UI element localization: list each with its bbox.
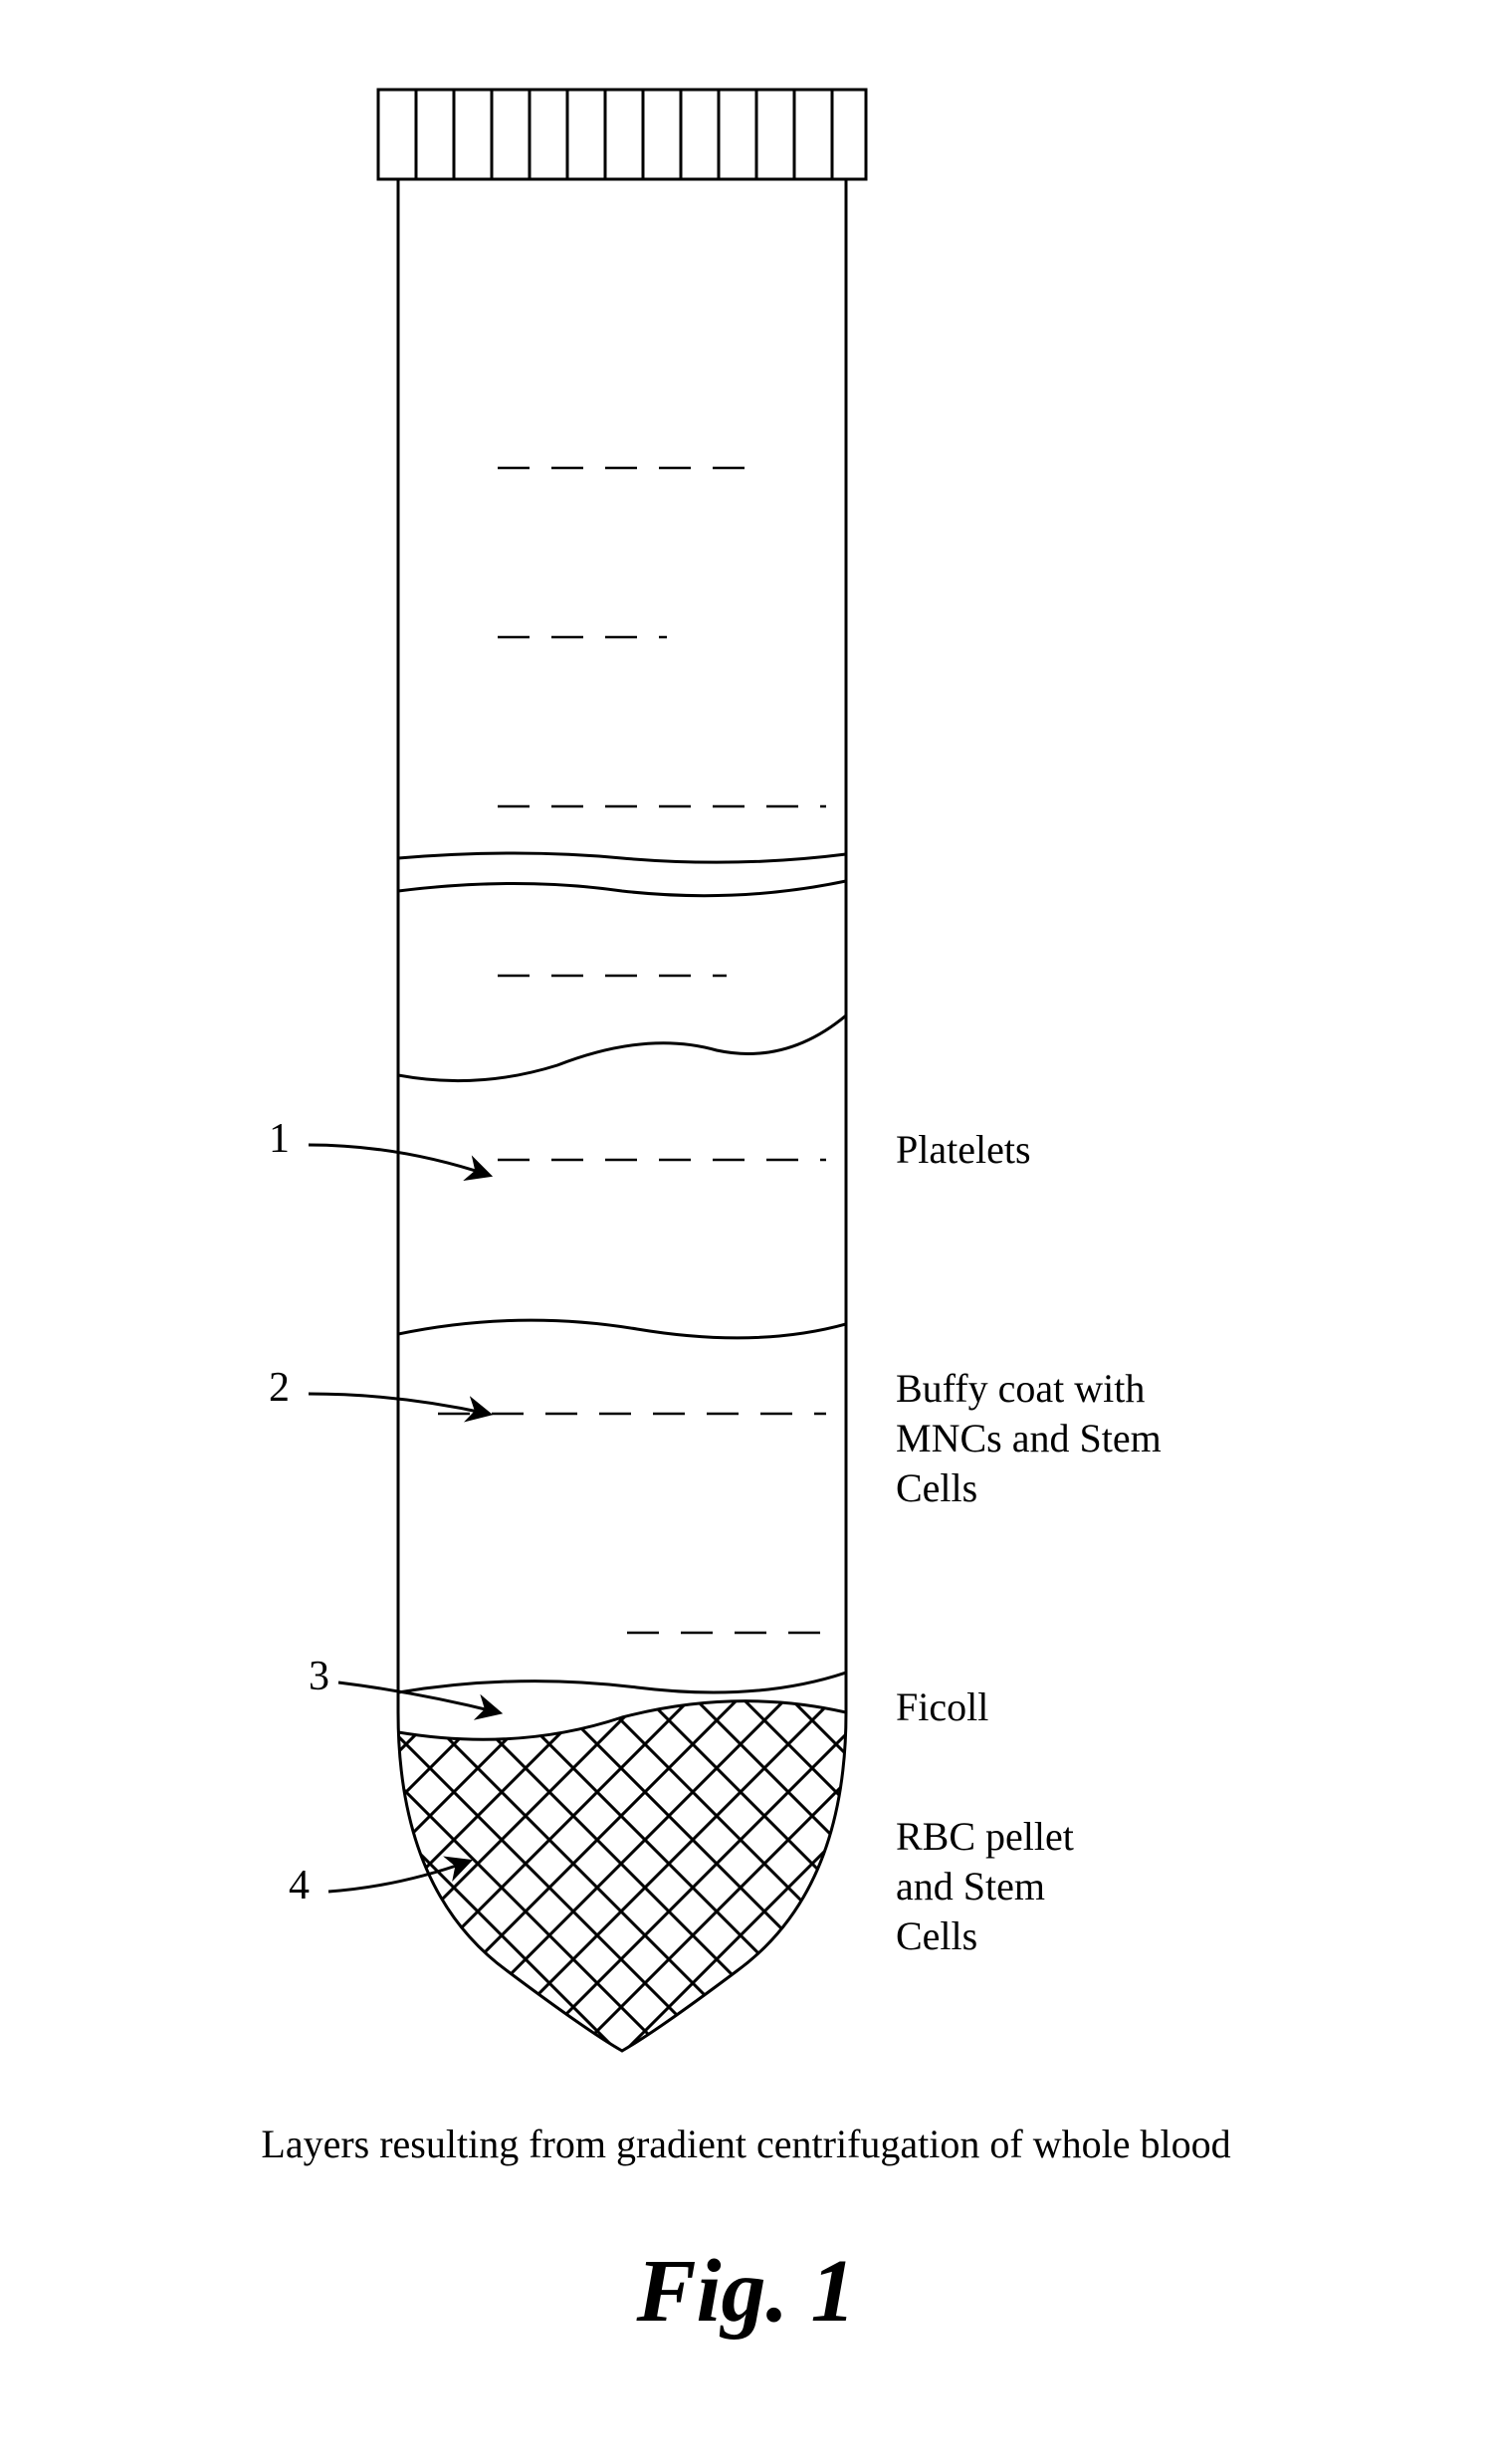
layer-label-rbc-pellet: RBC pellet and Stem Cells: [896, 1812, 1294, 1961]
layer-number-4: 4: [289, 1862, 310, 1909]
interface-buffy-top: [398, 1320, 846, 1338]
tube-cap: [378, 90, 866, 179]
interface-ficoll-top: [398, 1673, 846, 1692]
interface-thin-mid: [398, 881, 846, 896]
interface-wavy: [398, 1015, 846, 1081]
figure-caption: Layers resulting from gradient centrifug…: [0, 2121, 1492, 2167]
layer-number-3: 3: [309, 1653, 329, 1700]
figure-stage: 1 2 3 4 Platelets Buffy coat with MNCs a…: [0, 0, 1492, 2464]
interface-thin-top: [398, 853, 846, 862]
layer-label-platelets: Platelets: [896, 1125, 1031, 1175]
figure-label: Fig. 1: [0, 2240, 1492, 2343]
layer-label-ficoll: Ficoll: [896, 1682, 988, 1732]
layer-number-2: 2: [269, 1364, 290, 1412]
layer-label-buffy-coat: Buffy coat with MNCs and Stem Cells: [896, 1364, 1354, 1513]
rbc-pellet-region: [398, 1701, 846, 2051]
layer-number-1: 1: [269, 1115, 290, 1163]
graduation-marks: [438, 468, 826, 1633]
tube-diagram: [0, 0, 1492, 2464]
